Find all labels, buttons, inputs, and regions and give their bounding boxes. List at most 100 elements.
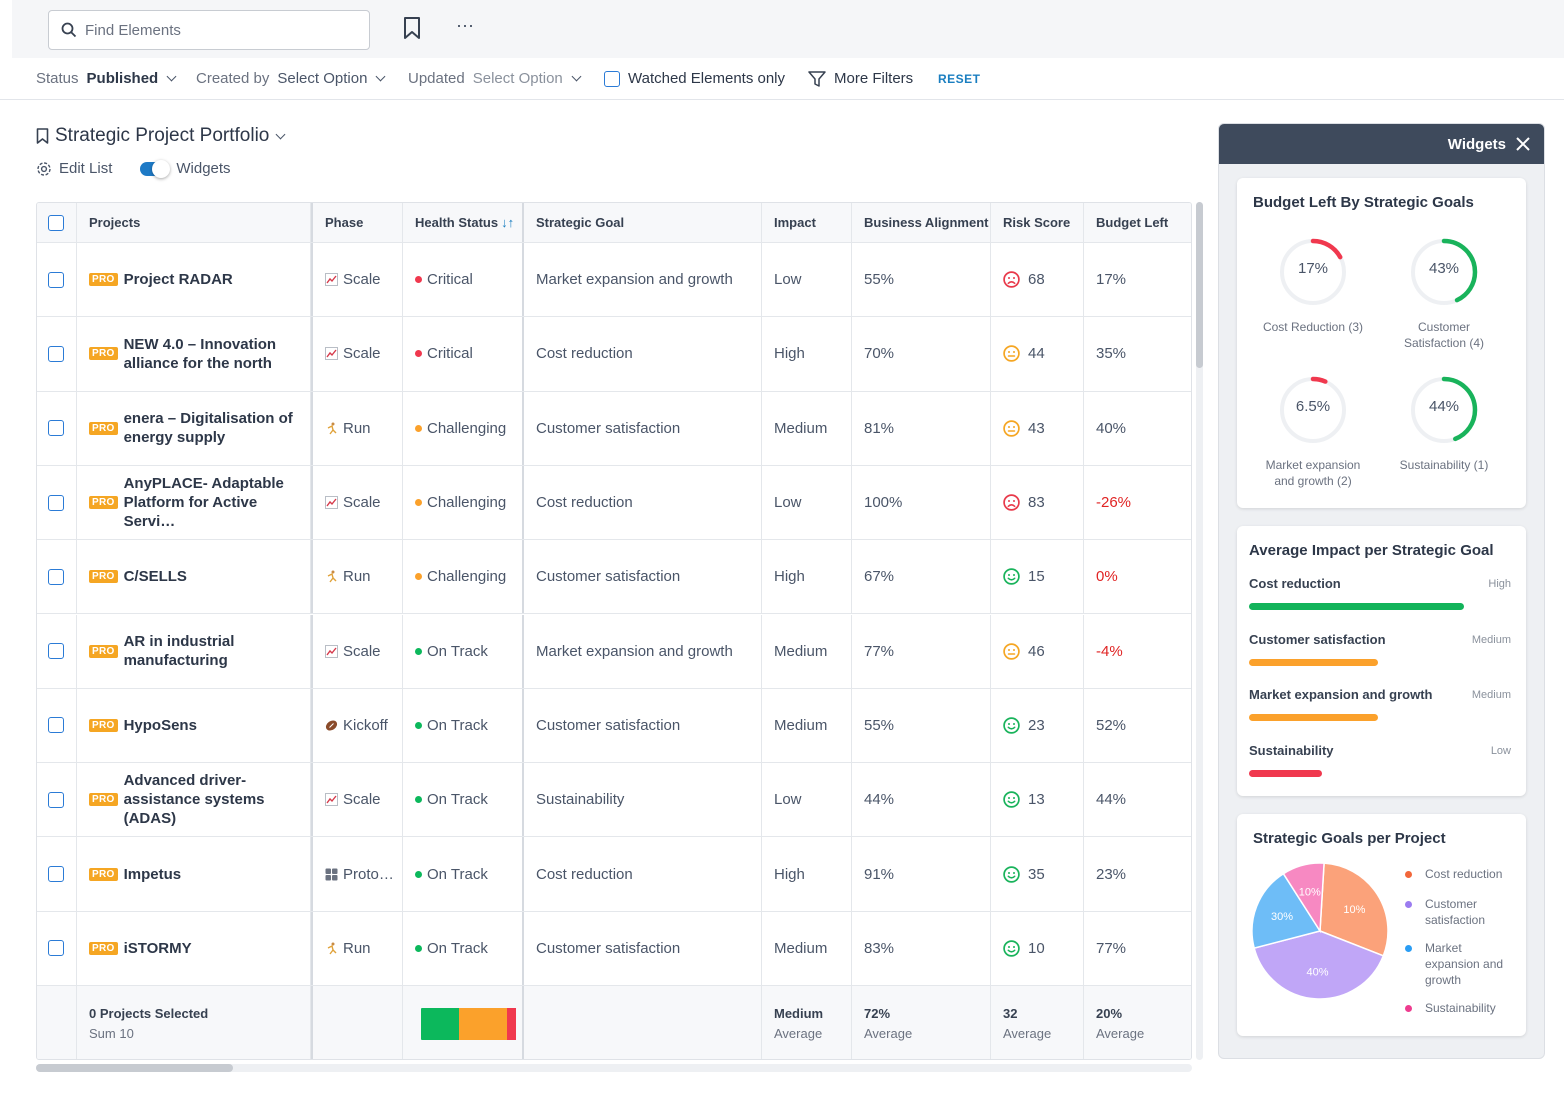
row-checkbox[interactable] <box>48 568 64 585</box>
horizontal-scrollbar[interactable] <box>36 1064 1192 1072</box>
project-name[interactable]: Advanced driver-assistance systems (ADAS… <box>123 772 265 828</box>
phase-label: Scale <box>343 494 381 512</box>
health-cell: Challenging <box>403 465 524 540</box>
legend-label-line: Sustainability <box>1425 1001 1496 1015</box>
risk-value: 43 <box>1028 419 1045 437</box>
scroll-thumb[interactable] <box>36 1064 233 1072</box>
updated-filter[interactable]: Updated Select Option <box>408 70 582 87</box>
sort-icon[interactable]: ↓↑ <box>501 215 515 230</box>
project-name[interactable]: enera – Digitalisation of energy supply <box>123 410 293 447</box>
donut-arc <box>1279 376 1347 444</box>
project-name[interactable]: AR in industrial manufacturing <box>123 633 235 670</box>
watched-only-filter[interactable]: Watched Elements only <box>604 70 785 87</box>
row-checkbox[interactable] <box>48 940 64 957</box>
row-checkbox[interactable] <box>48 494 64 511</box>
table-row[interactable]: PRO AR in industrial manufacturing Scale On… <box>37 614 1191 689</box>
risk-value: 10 <box>1028 939 1045 957</box>
project-name[interactable]: Project RADAR <box>123 271 233 289</box>
table-row[interactable]: PRO Advanced driver-assistance systems (A… <box>37 763 1191 838</box>
impact-goal-name: Market expansion and growth <box>1249 687 1433 703</box>
project-name[interactable]: Impetus <box>123 865 182 883</box>
project-cell[interactable]: PRO AR in industrial manufacturing <box>77 614 311 688</box>
impact-label: Medium <box>774 939 828 957</box>
created-by-filter[interactable]: Created by Select Option <box>196 70 386 87</box>
project-name[interactable]: HypoSens <box>123 716 197 734</box>
budget-cell: 52% <box>1084 689 1191 762</box>
column-header-risk-score[interactable]: Risk Score <box>991 203 1084 242</box>
close-icon[interactable] <box>1516 137 1530 151</box>
project-name[interactable]: iSTORMY <box>123 939 192 957</box>
view-selector[interactable]: Strategic Project Portfolio <box>36 125 286 147</box>
row-checkbox[interactable] <box>48 345 64 362</box>
table-row[interactable]: PRO AnyPLACE- Adaptable Platform for Acti… <box>37 465 1191 541</box>
row-checkbox[interactable] <box>48 866 64 883</box>
project-cell[interactable]: PRO Impetus <box>77 837 311 911</box>
column-header-health-status[interactable]: Health Status ↓↑ <box>403 203 524 242</box>
row-checkbox[interactable] <box>48 717 64 734</box>
budget-value: -4% <box>1096 642 1123 660</box>
phase-cell: Scale <box>311 614 403 688</box>
table-row[interactable]: PRO Impetus Proto… On Track Cost reduction Hi… <box>37 837 1191 912</box>
alignment-value: 91% <box>864 865 895 883</box>
risk-average-label: Average <box>1003 1026 1052 1041</box>
row-checkbox[interactable] <box>48 643 64 660</box>
impact-cell: High <box>762 540 852 614</box>
project-name[interactable]: AnyPLACE- Adaptable Platform for Active … <box>123 475 284 531</box>
risk-value: 23 <box>1028 716 1045 734</box>
project-name[interactable]: C/SELLS <box>123 568 187 586</box>
row-select-cell <box>37 911 77 985</box>
edit-list-button[interactable]: Edit List <box>59 160 113 177</box>
table-row[interactable]: PRO HypoSens Kickoff On Track Customer satis… <box>37 688 1191 764</box>
widgets-toggle[interactable] <box>140 159 171 178</box>
row-checkbox[interactable] <box>48 271 64 288</box>
bookmark-button[interactable] <box>402 16 422 45</box>
column-header-impact[interactable]: Impact <box>762 203 852 242</box>
scroll-thumb[interactable] <box>1196 202 1203 368</box>
phase-cell: Kickoff <box>311 688 403 763</box>
status-dot <box>415 647 422 655</box>
watched-only-checkbox[interactable] <box>604 70 620 87</box>
table-row[interactable]: PRO iSTORMY Run On Track Customer satisfacti… <box>37 911 1191 986</box>
project-cell[interactable]: PRO NEW 4.0 – Innovation alliance for the… <box>77 317 311 391</box>
column-header-strategic-goal[interactable]: Strategic Goal <box>524 203 762 242</box>
column-header-phase[interactable]: Phase <box>311 203 403 242</box>
project-cell[interactable]: PRO Project RADAR <box>77 243 311 317</box>
table-row[interactable]: PRO C/SELLS Run Challenging Customer satisfa… <box>37 540 1191 615</box>
more-icon: ⋯ <box>456 16 475 36</box>
chart-icon <box>325 347 338 361</box>
project-name[interactable]: NEW 4.0 – Innovation alliance for the no… <box>123 335 277 372</box>
health-label: Challenging <box>427 419 507 437</box>
column-header-budget-left[interactable]: Budget Left <box>1084 203 1191 242</box>
row-checkbox[interactable] <box>48 791 64 808</box>
more-filters-button[interactable]: More Filters <box>808 70 913 87</box>
strategic-goal-cell: Customer satisfaction <box>524 911 762 985</box>
updated-label: Updated <box>408 70 465 87</box>
alignment-cell: 91% <box>852 837 991 911</box>
column-header-projects[interactable]: Projects <box>77 203 311 242</box>
table-row[interactable]: PRO NEW 4.0 – Innovation alliance for the… <box>37 317 1191 392</box>
chevron-down-icon <box>275 129 286 139</box>
reset-button[interactable]: RESET <box>938 72 981 86</box>
row-sum: Sum 10 <box>89 1026 134 1041</box>
column-header-business-alignment[interactable]: Business Alignment <box>852 203 991 242</box>
project-cell[interactable]: PRO enera – Digitalisation of energy supp… <box>77 391 311 465</box>
health-cell: On Track <box>403 688 524 763</box>
legend-item: Market expansion and growth <box>1405 940 1503 988</box>
table-row[interactable]: PRO Project RADAR Scale Critical Market expa… <box>37 243 1191 318</box>
alignment-cell: 81% <box>852 391 991 465</box>
project-cell[interactable]: PRO C/SELLS <box>77 540 311 614</box>
table-row[interactable]: PRO enera – Digitalisation of energy supp… <box>37 391 1191 466</box>
project-cell[interactable]: PRO iSTORMY <box>77 911 311 985</box>
phase-cell: Scale <box>311 763 403 837</box>
search-input[interactable]: Find Elements <box>48 10 370 50</box>
vertical-scrollbar[interactable] <box>1196 202 1203 1060</box>
project-cell[interactable]: PRO Advanced driver-assistance systems (A… <box>77 763 311 837</box>
project-cell[interactable]: PRO AnyPLACE- Adaptable Platform for Acti… <box>77 465 311 540</box>
status-filter[interactable]: Status Published <box>36 70 177 87</box>
more-options-button[interactable]: ⋯ <box>456 16 475 37</box>
select-all-checkbox[interactable] <box>48 214 64 231</box>
project-cell[interactable]: PRO HypoSens <box>77 688 311 763</box>
row-checkbox[interactable] <box>48 420 64 437</box>
donut-ring <box>1410 376 1478 444</box>
more-filters-label: More Filters <box>834 70 914 87</box>
